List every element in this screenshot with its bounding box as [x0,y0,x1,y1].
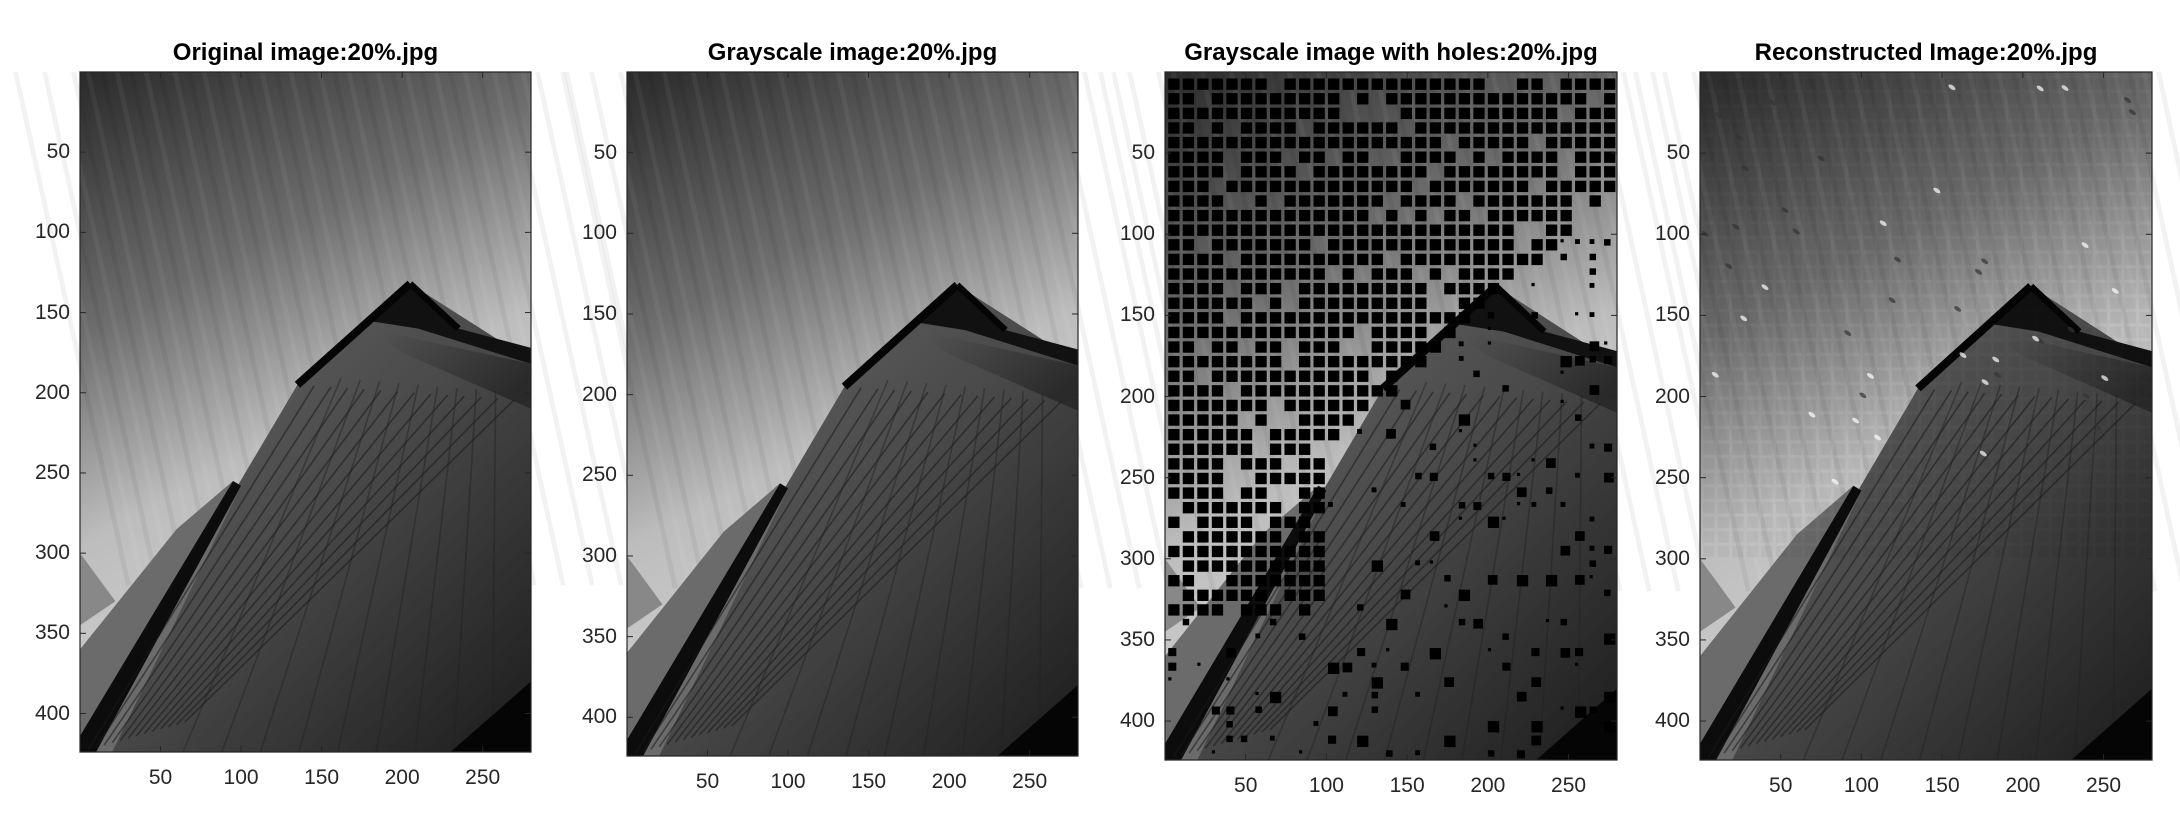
image-content [1633,71,2180,761]
building-face [1700,286,2152,760]
axes-ticks [1165,72,1617,760]
y-tick-label: 400 [34,701,70,725]
y-tick-label: 100 [34,220,70,244]
panel-title: Reconstructed Image:20%.jpg [1754,39,2098,66]
axes-frame [627,72,1078,756]
y-tick-label: 150 [1119,303,1155,327]
x-tick-label: 250 [1551,774,1587,797]
y-tick-label: 100 [1654,222,1690,246]
x-tick-label: 200 [1470,774,1506,797]
x-tick-label: 150 [851,770,887,793]
x-tick-label: 100 [770,770,806,793]
y-tick-label: 250 [581,463,617,487]
y-tick-label: 200 [1119,384,1155,408]
y-tick-label: 50 [593,140,617,164]
x-tick-label: 100 [1843,774,1879,797]
axes-frame [80,72,531,752]
x-tick-label: 50 [1769,774,1793,797]
y-tick-label: 400 [1119,709,1155,733]
x-tick-label: 200 [931,770,967,793]
y-tick-label: 250 [34,460,70,484]
y-tick-label: 250 [1119,465,1155,489]
y-tick-label: 400 [1654,709,1690,733]
image-content [560,71,1244,757]
y-tick-label: 350 [581,624,617,648]
x-tick-label: 50 [695,770,720,793]
building-face [80,283,531,752]
y-tick-label: 150 [1654,303,1690,327]
x-tick-label: 150 [1389,774,1425,797]
y-tick-label: 200 [1654,384,1690,408]
image-axes-original [13,72,697,752]
image-axes-holes [1098,72,1783,760]
x-tick-label: 100 [1308,774,1344,797]
x-tick-label: 250 [2086,774,2122,797]
image-content [13,71,697,753]
y-tick-label: 200 [581,382,617,406]
axes-ticks [627,72,1078,756]
y-tick-label: 50 [1666,141,1690,165]
panel-title: Grayscale image with holes:20%.jpg [1184,39,1598,66]
image-content [1098,71,1783,761]
axes-frame [1700,72,2152,760]
y-tick-label: 250 [1654,465,1690,489]
y-tick-label: 150 [581,301,617,325]
x-tick-label: 250 [1012,770,1048,793]
axes-ticks [80,72,531,752]
x-tick-label: 200 [384,766,420,789]
y-tick-label: 200 [34,380,70,404]
y-tick-label: 50 [1131,141,1155,165]
y-tick-label: 350 [1654,627,1690,651]
x-tick-label: 250 [465,766,501,789]
x-tick-label: 50 [1234,774,1258,797]
building-face [627,284,1078,756]
y-tick-label: 100 [1119,222,1155,246]
x-tick-label: 150 [1924,774,1960,797]
x-tick-label: 50 [148,766,173,789]
y-tick-label: 300 [581,543,617,567]
y-tick-label: 300 [1119,546,1155,570]
y-tick-label: 50 [46,140,70,164]
y-tick-label: 350 [34,621,70,645]
panel-title: Original image:20%.jpg [172,39,439,66]
x-tick-label: 200 [2005,774,2041,797]
y-tick-label: 300 [34,541,70,565]
y-tick-label: 350 [1119,627,1155,651]
image-axes-reconstructed [1633,72,2180,760]
x-tick-label: 100 [223,766,259,789]
y-tick-label: 100 [581,221,617,245]
axes-frame [1165,72,1617,760]
y-tick-label: 400 [581,705,617,729]
axes-ticks [1700,72,2152,760]
panel-title: Grayscale image:20%.jpg [707,39,998,66]
x-tick-label: 150 [304,766,340,789]
image-axes-grayscale [560,72,1244,756]
building-face [1165,286,1617,760]
y-tick-label: 300 [1654,546,1690,570]
y-tick-label: 150 [34,300,70,324]
